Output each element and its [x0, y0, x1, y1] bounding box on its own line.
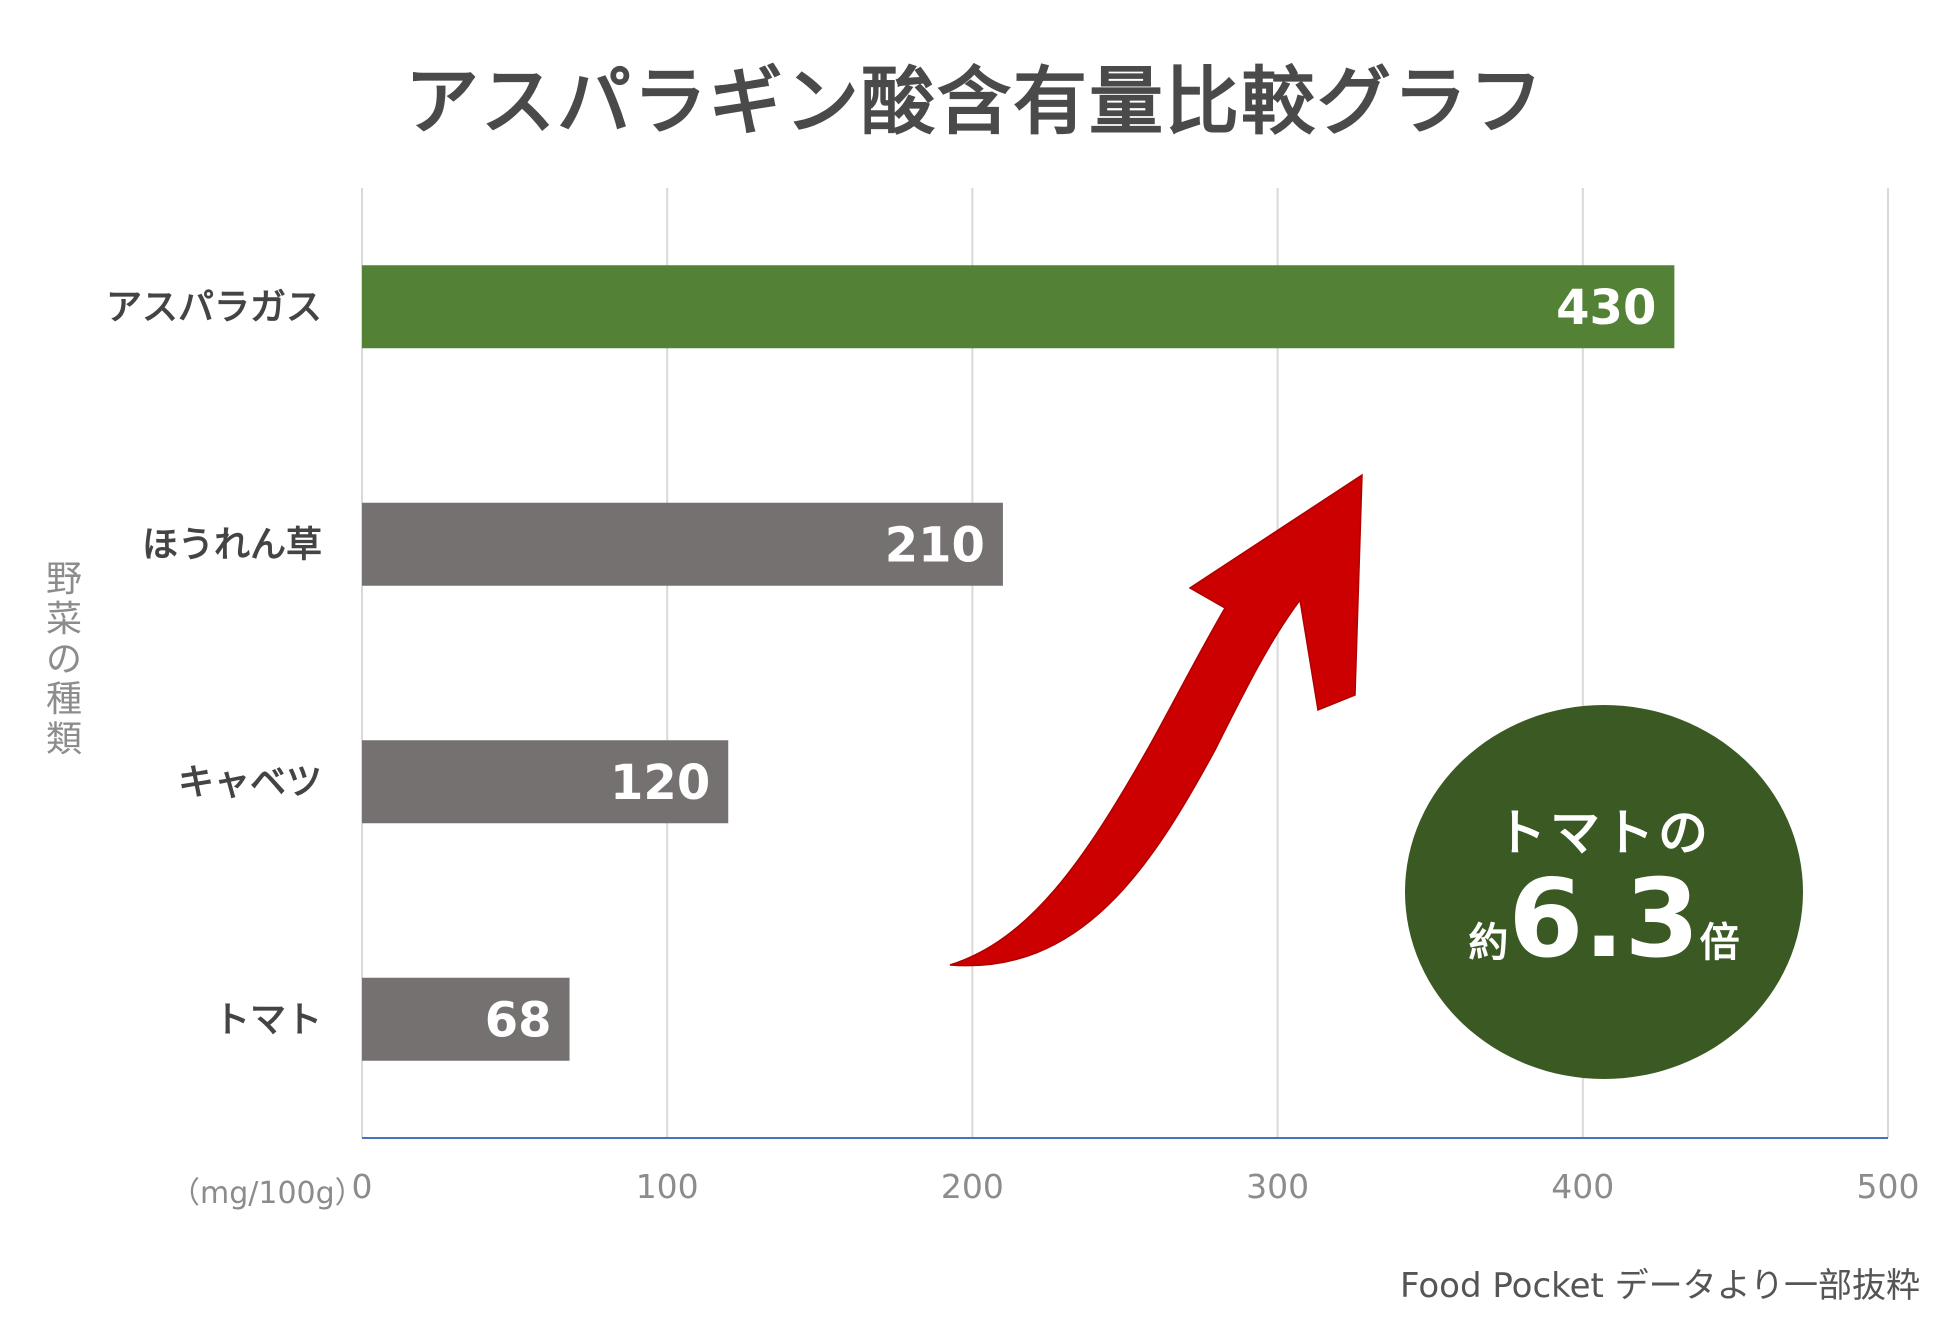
bars: 430 210 120 68 [362, 265, 1675, 1061]
category-label: トマト [214, 999, 322, 1040]
bar [362, 977, 570, 1061]
red-arrow-icon [949, 473, 1363, 967]
bar [362, 740, 729, 824]
bar [362, 265, 1675, 349]
data-label: 68 [485, 992, 552, 1048]
ratio-callout-badge: トマトの 約6.3倍 [1405, 705, 1803, 1079]
data-label: 120 [610, 755, 710, 811]
callout-line1: トマトの [1496, 804, 1712, 862]
data-label: 430 [1556, 280, 1656, 336]
x-tick-label: 400 [1551, 1167, 1614, 1206]
y-axis-title: 野菜の種類 [45, 559, 82, 760]
tick-labels: 0 100 200 300 400 500 [352, 1167, 1920, 1206]
callout-prefix: 約 [1468, 920, 1509, 966]
callout-suffix: 倍 [1699, 920, 1740, 966]
unit-label: （mg/100g） [170, 1176, 365, 1211]
data-label: 210 [885, 517, 985, 573]
x-tick-label: 0 [352, 1167, 373, 1206]
x-tick-label: 200 [941, 1167, 1004, 1206]
category-label: アスパラガス [106, 287, 322, 328]
x-tick-label: 500 [1857, 1167, 1920, 1206]
chart-title: アスパラギン酸含有量比較グラフ [405, 59, 1545, 145]
bar [362, 502, 1003, 586]
category-label: ほうれん草 [142, 524, 322, 565]
category-label: キャベツ [178, 762, 322, 803]
callout-value: 6.3 [1508, 857, 1700, 982]
callout-line2: 約6.3倍 [1405, 865, 1803, 998]
source-note: Food Pocket データより一部抜粋 [1400, 1266, 1920, 1306]
x-tick-label: 300 [1246, 1167, 1309, 1206]
x-tick-label: 100 [636, 1167, 699, 1206]
